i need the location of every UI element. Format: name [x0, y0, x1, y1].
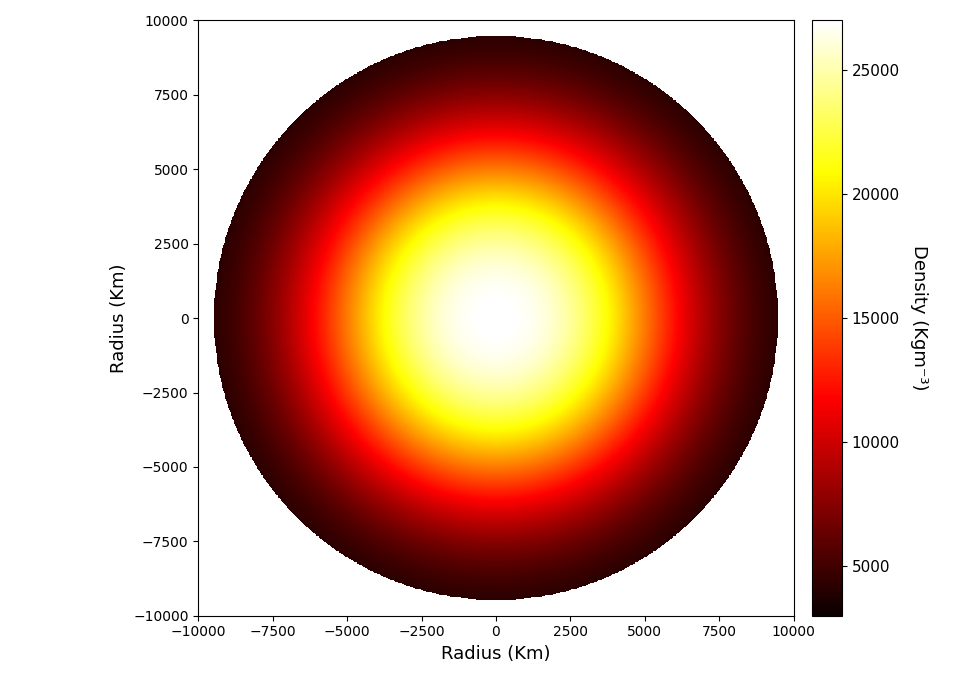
- Y-axis label: Radius (Km): Radius (Km): [109, 263, 128, 373]
- Y-axis label: Density (Kgm⁻³): Density (Kgm⁻³): [910, 245, 927, 391]
- X-axis label: Radius (Km): Radius (Km): [441, 645, 551, 663]
